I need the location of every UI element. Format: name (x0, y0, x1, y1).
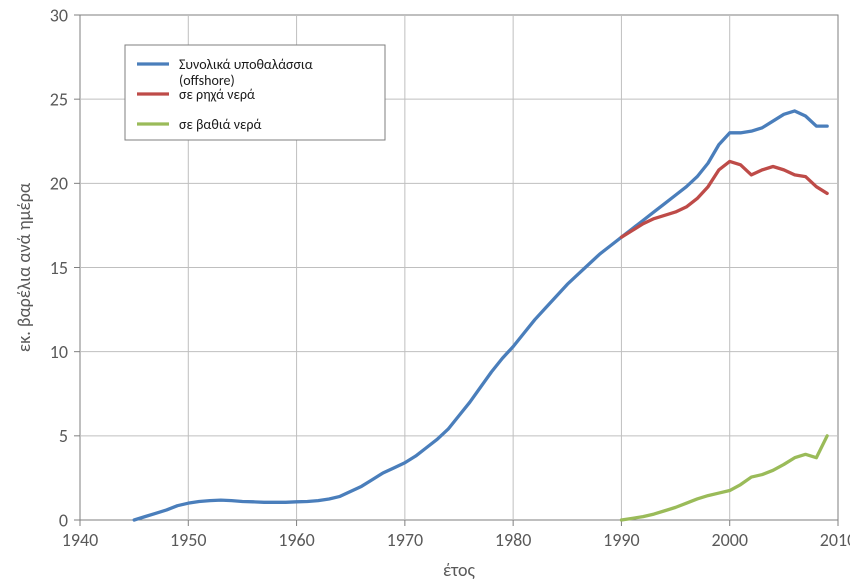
x-tick-label: 1970 (387, 529, 424, 551)
line-chart: 1940 1950 1960 1970 1980 1990 2000 2010 0 5 10 15 20… (0, 0, 850, 581)
x-axis-title: έτος (443, 559, 476, 581)
x-tick-label: 1990 (603, 529, 640, 551)
chart-canvas: 1940 1950 1960 1970 1980 1990 2000 2010 0 5 10 15 20… (0, 0, 850, 581)
y-tick-label: 25 (50, 88, 68, 110)
y-tick-label: 5 (59, 425, 68, 447)
y-tick-label: 15 (50, 257, 68, 279)
y-tick-label: 10 (50, 341, 68, 363)
y-axis-title: εκ. βαρέλια ανά ημέρα (13, 182, 35, 352)
x-tick-label: 2010 (820, 529, 850, 551)
x-tick-label: 1960 (278, 529, 315, 551)
x-tick-label: 1950 (170, 529, 207, 551)
legend-label-shallow: σε ρηχά νερά (179, 86, 255, 103)
x-tick-label: 2000 (711, 529, 748, 551)
y-tick-label: 0 (59, 509, 68, 531)
x-tick-label: 1940 (62, 529, 99, 551)
legend-label-deep: σε βαθιά νερά (179, 116, 262, 133)
y-tick-label: 20 (50, 173, 68, 195)
y-tick-label: 30 (50, 4, 68, 26)
x-tick-label: 1980 (495, 529, 532, 551)
